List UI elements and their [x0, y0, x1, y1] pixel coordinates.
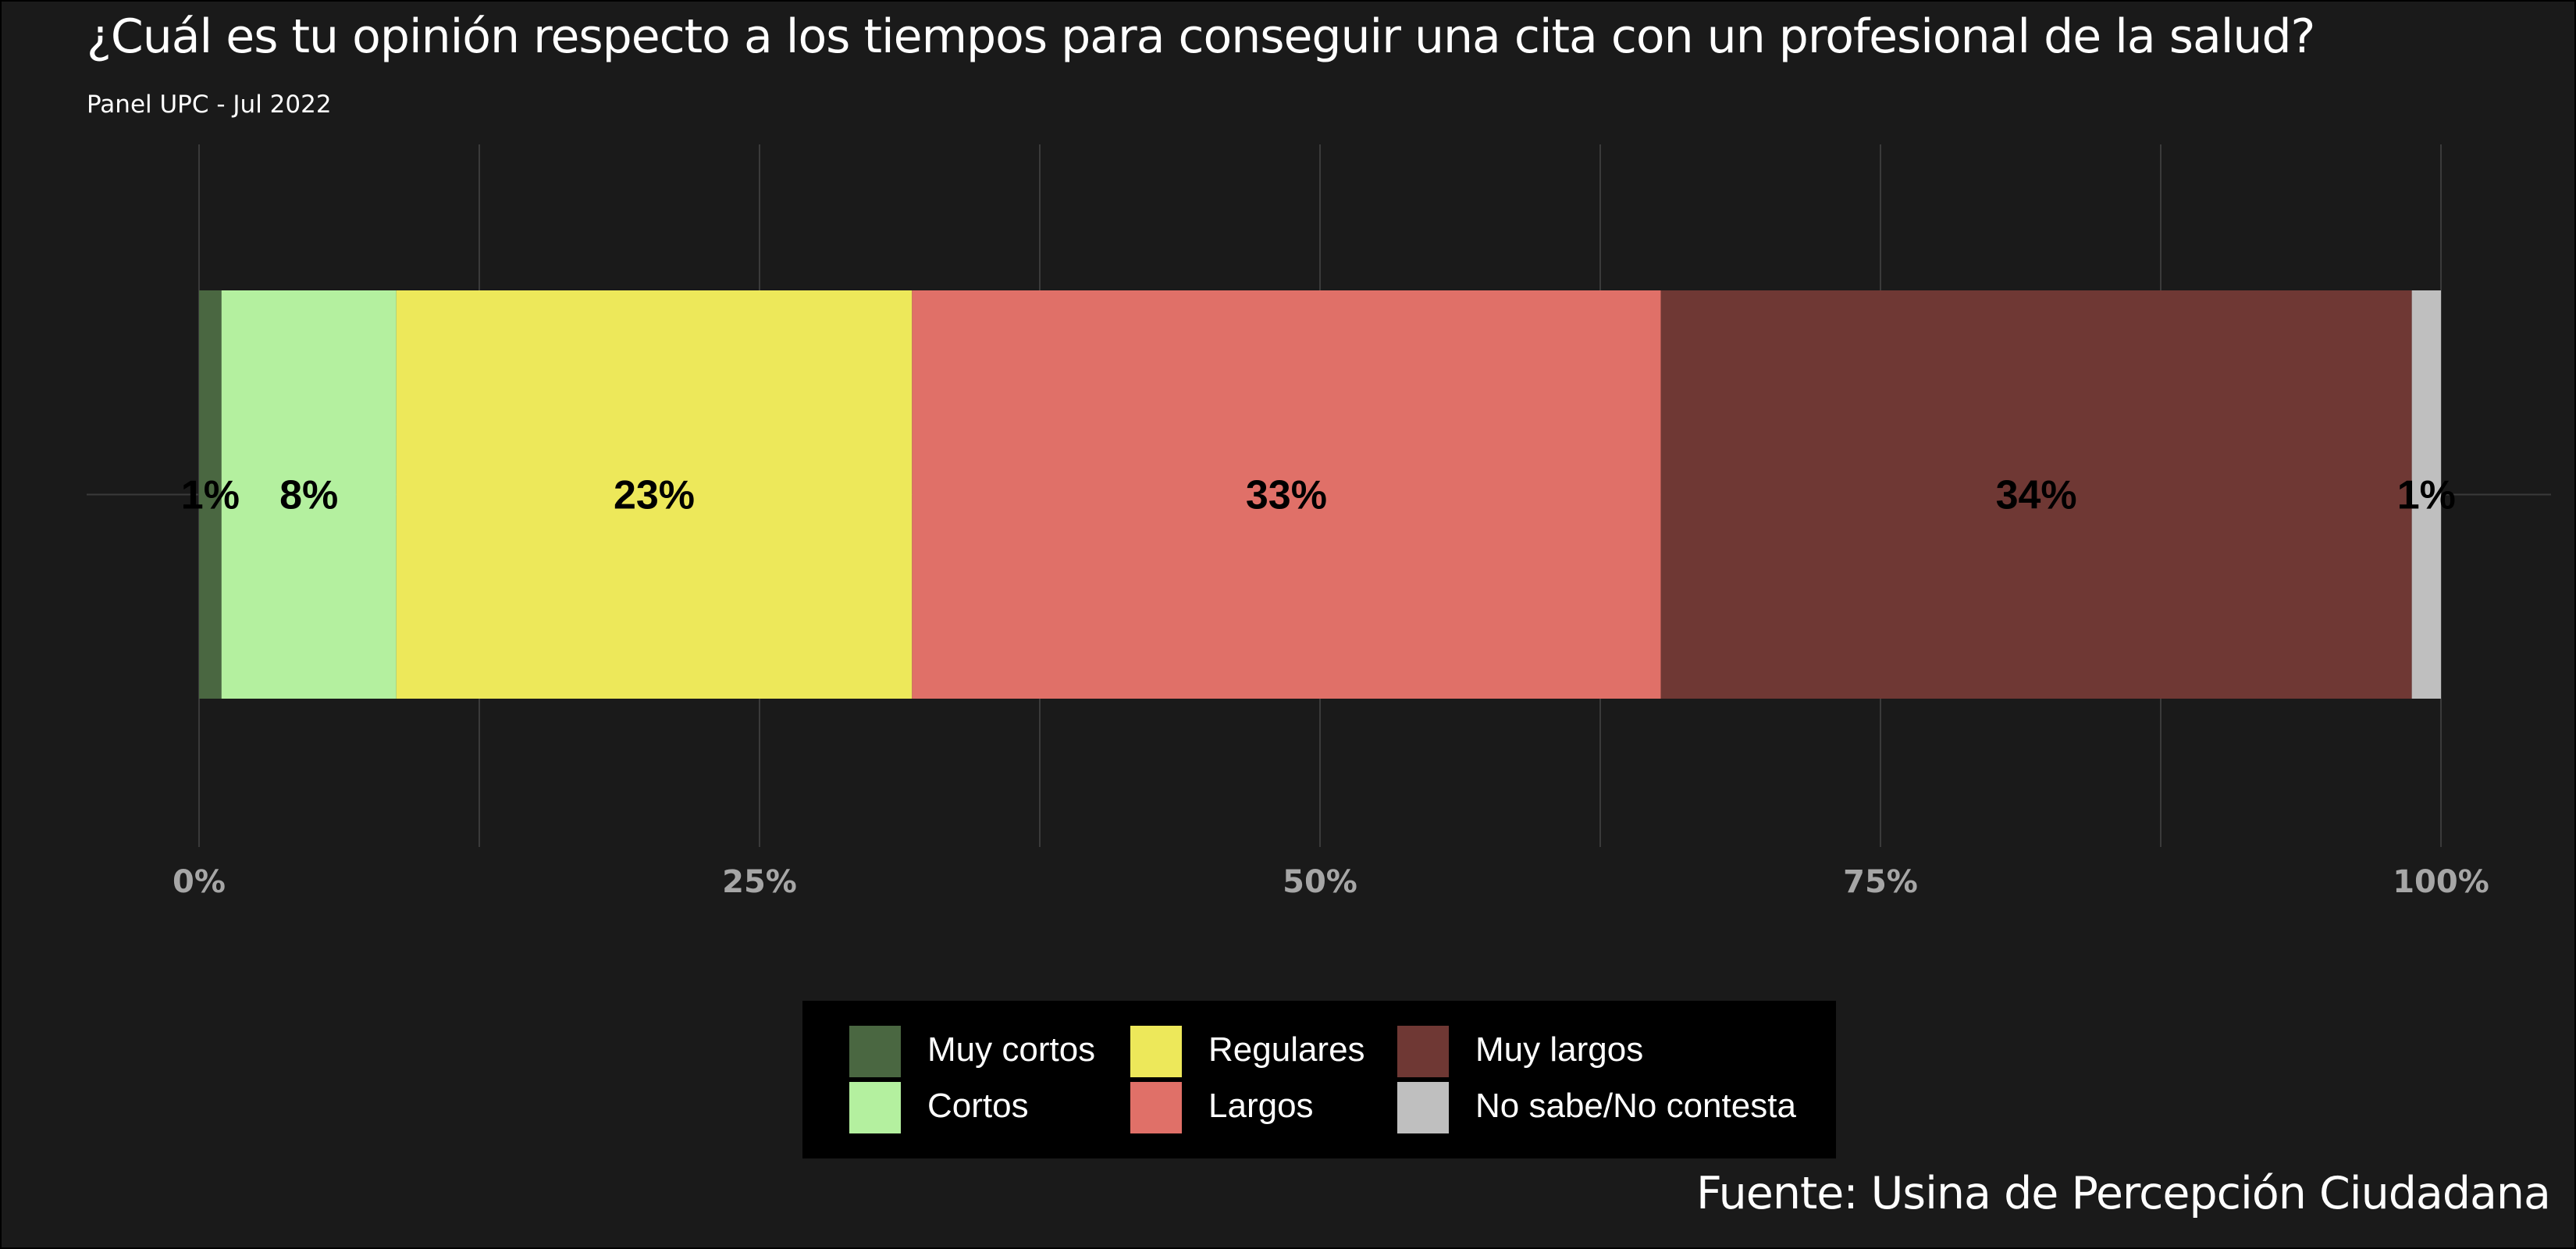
x-tick-label: 75%: [1843, 864, 1918, 900]
bar-segment-5: [1660, 290, 2412, 699]
legend-key-swatch: [1397, 1026, 1449, 1077]
x-tick-label: 50%: [1283, 864, 1357, 900]
legend-key-swatch: [849, 1026, 901, 1077]
chart-subtitle: Panel UPC - Jul 2022: [87, 91, 332, 119]
bar-segment-2: [221, 290, 397, 699]
x-tick-label: 100%: [2393, 864, 2489, 900]
data-label-4: 33%: [1246, 473, 1327, 518]
legend-label: Cortos: [927, 1087, 1029, 1125]
legend-key-swatch: [1130, 1082, 1182, 1133]
stacked-bar: [199, 290, 2441, 699]
legend-label: Largos: [1208, 1087, 1314, 1125]
data-label-2: 8%: [279, 473, 338, 518]
legend-label: Muy cortos: [927, 1030, 1096, 1069]
legend-key-swatch: [1397, 1082, 1449, 1133]
bar-segment-1: [199, 290, 222, 699]
bar-segment-3: [396, 290, 913, 699]
chart-title: ¿Cuál es tu opinión respecto a los tiemp…: [87, 9, 2315, 64]
x-axis-ticks: 0% 25% 50% 75% 100%: [173, 864, 2489, 900]
legend: Muy cortos Cortos Regulares Largos Muy largo…: [802, 1001, 1836, 1158]
data-label-1: 1%: [181, 473, 240, 518]
legend-key-swatch: [849, 1082, 901, 1133]
legend-label: Regulares: [1208, 1030, 1365, 1069]
x-tick-label: 0%: [173, 864, 226, 900]
x-tick-label: 25%: [722, 864, 797, 900]
legend-label: Muy largos: [1475, 1030, 1644, 1069]
legend-label: No sabe/No contesta: [1475, 1087, 1796, 1125]
data-labels: 1% 8% 23% 33% 34% 1%: [181, 473, 2456, 518]
bar-segment-4: [912, 290, 1661, 699]
data-label-5: 34%: [1996, 473, 2077, 518]
legend-key-swatch: [1130, 1026, 1182, 1077]
data-label-3: 23%: [614, 473, 695, 518]
source-caption: Fuente: Usina de Percepción Ciudadana: [1695, 1168, 2551, 1219]
bar-segment-6: [2411, 290, 2441, 699]
data-label-6: 1%: [2397, 473, 2456, 518]
